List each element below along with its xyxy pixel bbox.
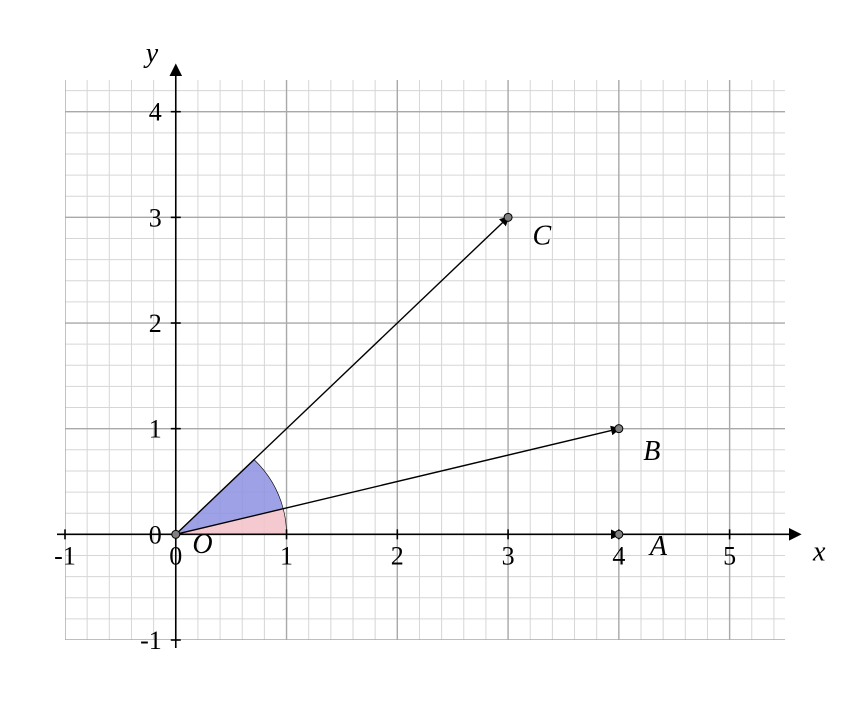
x-tick-label: -1 <box>54 541 76 570</box>
y-tick-label: -1 <box>140 626 162 655</box>
x-tick-label: 3 <box>502 541 515 570</box>
vector-chart: -1 0 1 2 3 4 5 -1 0 1 2 3 4 x y O A B C <box>0 0 850 712</box>
point-label-A: A <box>648 531 668 562</box>
x-tick-label: 1 <box>280 541 293 570</box>
y-tick-label: 2 <box>149 309 162 338</box>
y-tick-label: 3 <box>149 203 162 232</box>
y-tick-label: 0 <box>149 520 162 549</box>
x-tick-label: 4 <box>612 541 625 570</box>
y-axis-label: y <box>143 38 159 69</box>
y-tick-label: 1 <box>149 415 162 444</box>
point-C <box>504 213 512 221</box>
point-A <box>615 530 623 538</box>
chart-container: -1 0 1 2 3 4 5 -1 0 1 2 3 4 x y O A B C <box>0 0 850 712</box>
x-tick-label: 5 <box>723 541 736 570</box>
y-tick-label: 4 <box>149 98 162 127</box>
point-O <box>172 530 180 538</box>
x-tick-label: 0 <box>169 541 182 570</box>
point-label-O: O <box>192 529 212 560</box>
x-axis-label: x <box>812 536 826 567</box>
x-tick-label: 2 <box>391 541 404 570</box>
point-B <box>615 425 623 433</box>
point-label-C: C <box>532 220 551 251</box>
point-label-B: B <box>643 436 660 467</box>
